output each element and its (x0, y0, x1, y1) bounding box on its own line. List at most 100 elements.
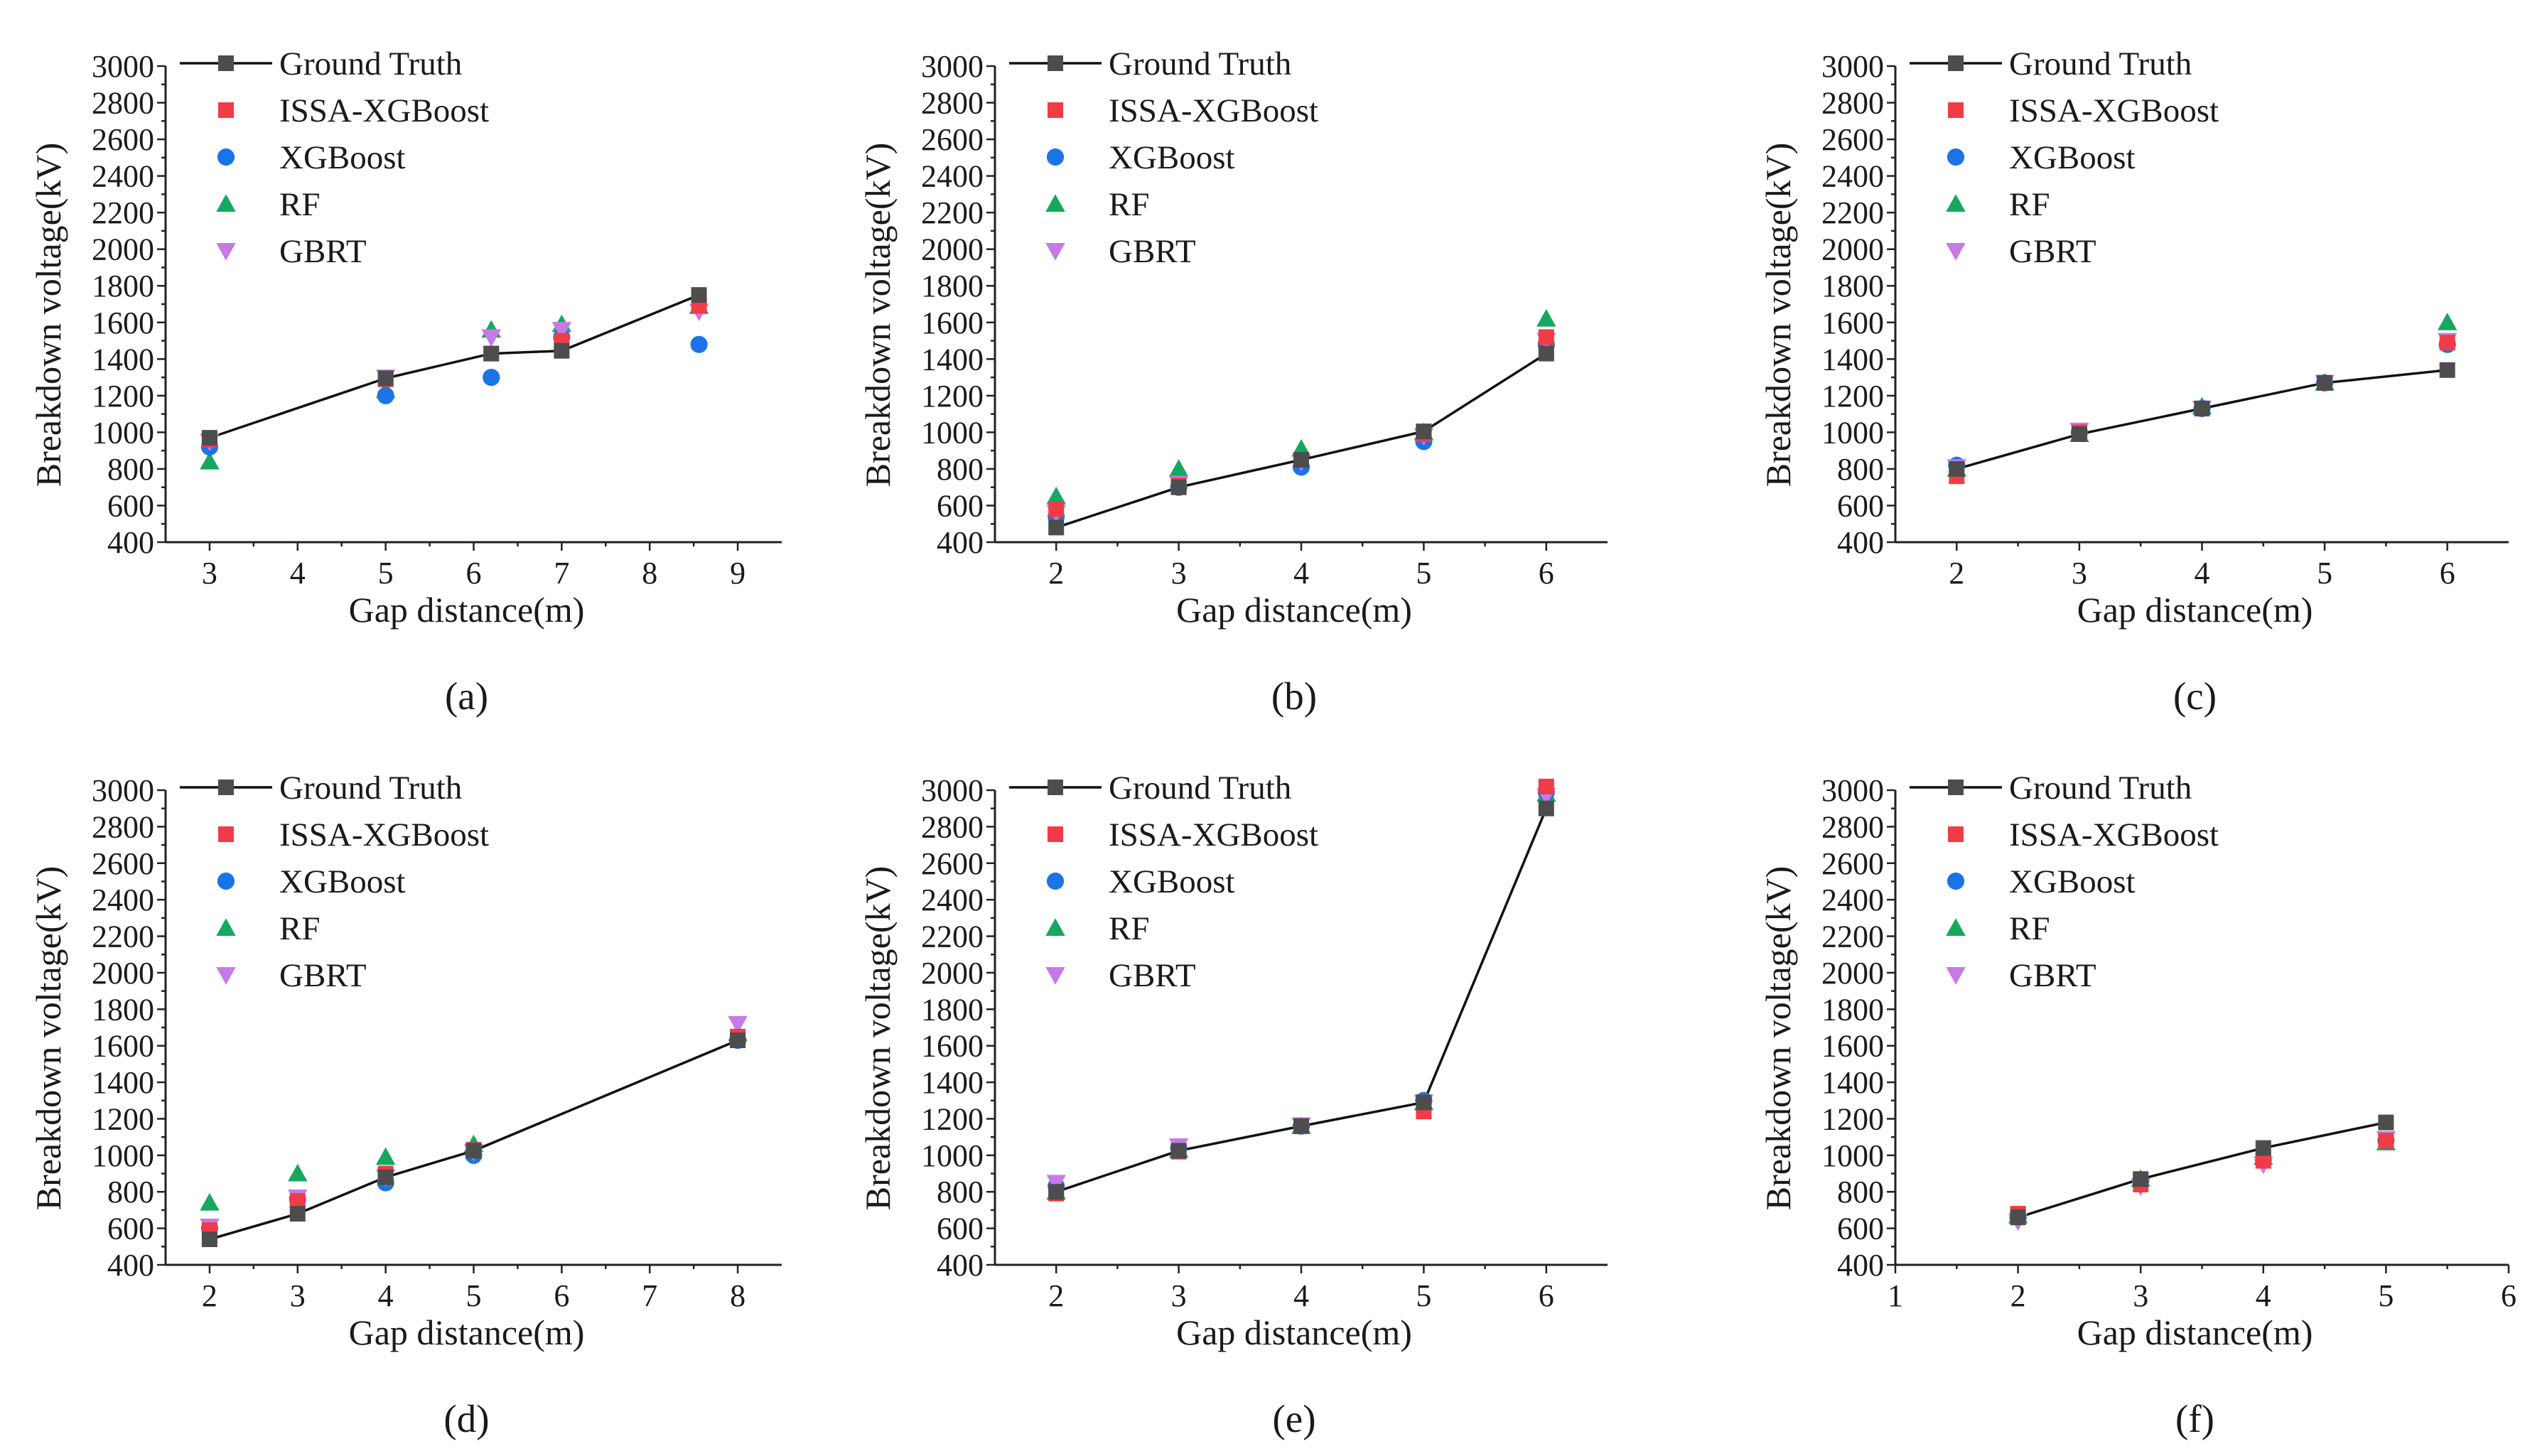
x-tick-label: 3 (1171, 1278, 1187, 1313)
panel-label: (e) (1272, 1397, 1315, 1440)
y-tick-label: 1800 (921, 992, 984, 1027)
legend-label: RF (279, 910, 321, 947)
panel-label: (f) (2175, 1397, 2214, 1440)
y-tick-label: 400 (937, 525, 984, 560)
y-tick-label: 1600 (92, 1029, 154, 1064)
y-tick-label: 600 (937, 488, 984, 523)
y-tick-label: 2800 (921, 86, 984, 121)
y-tick-label: 1600 (921, 306, 984, 340)
y-tick-label: 400 (937, 1248, 984, 1283)
y-tick-label: 1000 (921, 415, 984, 450)
legend-label: ISSA-XGBoost (2009, 816, 2219, 853)
x-tick-label: 6 (2501, 1278, 2516, 1313)
y-tick-label: 3000 (921, 773, 984, 808)
data-point-ground-truth (1293, 452, 1309, 468)
data-point-rf (1046, 486, 1066, 505)
legend: Ground Truth ISSA-XGBoost XGBoost RF GBRT (180, 45, 489, 270)
y-tick-label: 2400 (92, 883, 154, 917)
legend-label: XGBoost (279, 863, 406, 900)
data-point-gbrt (551, 322, 572, 340)
x-tick-label: 2 (202, 1278, 217, 1313)
y-tick-label: 800 (1837, 452, 1884, 487)
x-tick-label: 4 (1293, 556, 1309, 591)
y-tick-label: 2000 (92, 956, 154, 991)
chart-panel-e: 4006008001000120014001600180020002200240… (858, 770, 1608, 1440)
data-point-ground-truth (201, 430, 217, 446)
y-tick-label: 1400 (92, 342, 154, 377)
y-tick-label: 400 (1837, 525, 1884, 560)
data-point-ground-truth (2439, 362, 2455, 378)
x-tick-label: 5 (466, 1278, 482, 1313)
y-tick-label: 1200 (1821, 1101, 1884, 1136)
x-tick-label: 3 (2133, 1278, 2148, 1313)
legend-marker (1048, 55, 1063, 71)
chart-panel-d: 4006008001000120014001600180020002200240… (28, 770, 782, 1440)
legend-label: Ground Truth (2009, 45, 2192, 82)
y-axis-title: Breakdown voltage(kV) (28, 866, 68, 1211)
legend-marker (1048, 780, 1063, 795)
y-tick-label: 2400 (921, 159, 984, 194)
x-tick-label: 2 (1048, 1278, 1064, 1313)
legend-label: ISSA-XGBoost (2009, 92, 2219, 129)
x-axis-title: Gap distance(m) (349, 590, 585, 630)
legend-label: Ground Truth (1109, 45, 1291, 82)
data-point-rf (1168, 459, 1189, 477)
x-tick-label: 9 (730, 556, 745, 591)
legend-marker (1048, 826, 1063, 842)
x-tick-label: 4 (2256, 1278, 2271, 1313)
y-tick-label: 1000 (92, 415, 154, 450)
data-point-rf (375, 1147, 396, 1165)
y-tick-label: 600 (1837, 488, 1884, 523)
legend-label: ISSA-XGBoost (1109, 816, 1318, 853)
legend: Ground Truth ISSA-XGBoost XGBoost RF GBRT (1009, 45, 1318, 270)
y-tick-label: 1600 (921, 1029, 984, 1064)
y-tick-label: 2400 (1821, 159, 1884, 194)
y-tick-label: 3000 (921, 49, 984, 84)
data-point-issa-xgboost (2439, 335, 2455, 351)
x-tick-label: 8 (642, 556, 657, 591)
ground-truth-line (209, 293, 700, 439)
x-tick-label: 3 (2072, 556, 2087, 591)
chart-panel-f: 4006008001000120014001600180020002200240… (1758, 770, 2516, 1440)
data-point-issa-xgboost (2255, 1153, 2271, 1169)
y-tick-label: 1000 (1821, 415, 1884, 450)
legend-marker (1947, 872, 1965, 890)
y-tick-label: 3000 (1821, 773, 1884, 808)
legend-label: XGBoost (2009, 863, 2136, 900)
legend-marker (218, 826, 234, 842)
legend-label: Ground Truth (1109, 770, 1291, 807)
x-axis-title: Gap distance(m) (1176, 1312, 1412, 1352)
panel-label: (a) (445, 674, 488, 718)
y-tick-label: 600 (1837, 1212, 1884, 1246)
y-axis-title: Breakdown voltage(kV) (1758, 866, 1798, 1211)
x-tick-label: 2 (2010, 1278, 2026, 1313)
y-tick-label: 1600 (1821, 1029, 1884, 1064)
data-point-ground-truth (1048, 1184, 1065, 1200)
data-point-rf (200, 451, 220, 470)
x-tick-label: 5 (2378, 1278, 2394, 1313)
y-tick-label: 1800 (1821, 269, 1884, 303)
y-tick-label: 2400 (92, 159, 154, 194)
y-tick-label: 2000 (1821, 956, 1884, 991)
legend-label: XGBoost (1109, 863, 1235, 900)
y-tick-label: 800 (107, 1175, 154, 1209)
y-tick-label: 1400 (92, 1065, 154, 1100)
legend-marker (1947, 148, 1965, 166)
y-tick-label: 800 (937, 1175, 984, 1209)
y-tick-label: 1200 (92, 379, 154, 414)
legend-label: GBRT (279, 957, 367, 994)
y-tick-label: 2200 (92, 920, 154, 954)
data-point-rf (288, 1163, 308, 1182)
y-tick-label: 3000 (1821, 49, 1884, 84)
legend: Ground Truth ISSA-XGBoost XGBoost RF GBRT (1910, 770, 2219, 994)
legend-marker (218, 780, 234, 795)
x-axis-title: Gap distance(m) (2077, 590, 2313, 630)
legend-label: RF (1109, 910, 1150, 947)
data-point-ground-truth (1416, 1094, 1432, 1111)
legend-label: GBRT (1109, 233, 1196, 270)
y-tick-label: 2400 (1821, 883, 1884, 917)
legend-label: RF (2009, 910, 2050, 947)
legend-marker (1946, 918, 1966, 936)
y-tick-label: 2600 (921, 122, 984, 157)
legend-marker (1046, 148, 1065, 166)
